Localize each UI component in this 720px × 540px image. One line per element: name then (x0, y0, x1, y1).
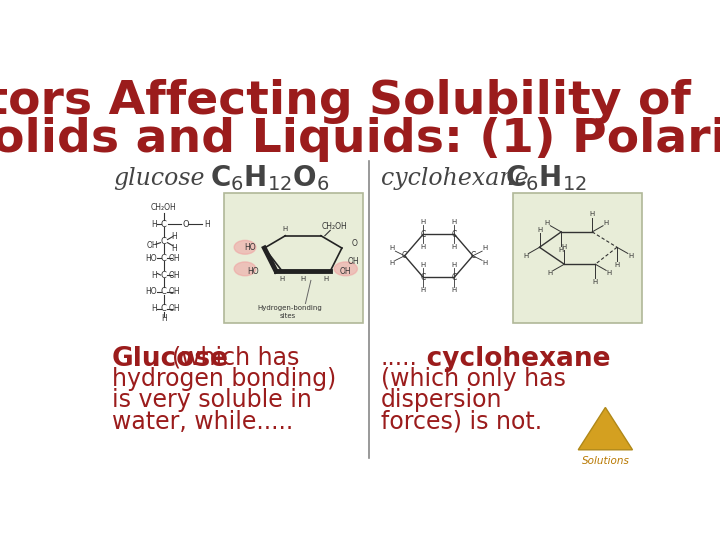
Text: Solutions: Solutions (582, 456, 630, 466)
Text: H: H (451, 244, 457, 249)
Text: HO: HO (245, 243, 256, 252)
Text: H: H (420, 219, 426, 225)
Text: H: H (544, 220, 550, 226)
Text: Solubility of: Solubility of (369, 79, 691, 124)
Ellipse shape (334, 262, 357, 276)
Text: O: O (182, 220, 189, 229)
Text: is very soluble in: is very soluble in (112, 388, 312, 412)
Text: H: H (204, 220, 210, 229)
Ellipse shape (234, 240, 256, 254)
Text: Factors Affecting: Factors Affecting (0, 79, 369, 124)
Text: H: H (151, 305, 157, 313)
Text: H: H (300, 276, 306, 282)
Text: OH: OH (147, 241, 158, 250)
Text: H: H (614, 262, 620, 268)
Text: Solids and Liquids: (1) Polarity: Solids and Liquids: (1) Polarity (0, 117, 720, 162)
Text: C: C (420, 230, 426, 239)
Text: H: H (523, 253, 528, 259)
Text: Glucose: Glucose (112, 346, 229, 372)
Text: H: H (593, 279, 598, 285)
Text: C: C (451, 273, 457, 282)
Text: H: H (420, 262, 426, 268)
Text: cyclohexane: cyclohexane (381, 346, 610, 372)
FancyBboxPatch shape (513, 193, 642, 323)
Text: C: C (402, 251, 408, 260)
Text: C: C (161, 220, 166, 229)
Text: cyclohexane: cyclohexane (381, 167, 528, 190)
Text: hydrogen bonding): hydrogen bonding) (112, 367, 336, 392)
Text: OH: OH (348, 256, 359, 266)
Text: Hydrogen-bonding: Hydrogen-bonding (258, 305, 323, 311)
Text: OH: OH (168, 305, 180, 313)
Text: H: H (171, 232, 177, 241)
Text: water, while.....: water, while..... (112, 410, 293, 434)
Text: O: O (352, 239, 358, 248)
Text: H: H (420, 244, 426, 249)
Text: H: H (451, 219, 457, 225)
Text: H: H (548, 269, 553, 276)
Text: H: H (151, 220, 157, 229)
Text: H: H (482, 260, 488, 266)
Text: H: H (283, 226, 288, 232)
Text: C$_6$H$_{12}$O$_6$: C$_6$H$_{12}$O$_6$ (210, 164, 330, 193)
Ellipse shape (234, 262, 256, 276)
Text: H: H (629, 253, 634, 259)
Text: H: H (451, 262, 457, 268)
Text: H: H (279, 276, 285, 282)
Text: C$_6$H$_{12}$: C$_6$H$_{12}$ (505, 164, 587, 193)
Text: OH: OH (168, 254, 180, 262)
Text: C: C (161, 305, 166, 313)
Text: H: H (151, 271, 157, 280)
Text: forces) is not.: forces) is not. (381, 410, 541, 434)
Text: H: H (390, 260, 395, 266)
Text: H: H (451, 287, 457, 293)
Text: HO: HO (247, 267, 258, 275)
Text: H: H (161, 314, 166, 322)
Text: (which only has: (which only has (381, 367, 565, 392)
Text: dispersion: dispersion (381, 388, 502, 412)
Text: H: H (390, 245, 395, 251)
FancyBboxPatch shape (224, 193, 363, 323)
Text: C: C (161, 271, 166, 280)
Text: H: H (537, 227, 542, 233)
Text: C: C (161, 287, 166, 296)
Text: H: H (559, 247, 564, 253)
Text: H: H (562, 244, 567, 249)
Text: H: H (607, 269, 612, 276)
Text: H: H (603, 220, 609, 226)
Text: H: H (324, 276, 329, 282)
Text: glucose: glucose (113, 167, 204, 190)
Text: H: H (171, 244, 177, 253)
Text: CH₂OH: CH₂OH (150, 202, 176, 212)
Text: OH: OH (340, 267, 351, 275)
Text: C: C (470, 251, 475, 260)
Text: H: H (482, 245, 488, 251)
Text: C: C (420, 273, 426, 282)
Polygon shape (578, 408, 632, 450)
Text: H: H (590, 211, 595, 217)
Text: C: C (451, 230, 457, 239)
Text: HO: HO (145, 254, 157, 262)
Text: C: C (161, 237, 166, 246)
Text: HO: HO (145, 287, 157, 296)
Text: OH: OH (168, 271, 180, 280)
Text: CH₂OH: CH₂OH (321, 222, 347, 231)
Text: .....: ..... (381, 346, 418, 370)
Text: sites: sites (279, 313, 296, 319)
Text: OH: OH (168, 287, 180, 296)
Text: (which has: (which has (112, 346, 299, 370)
Text: C: C (161, 254, 166, 262)
Text: H: H (420, 287, 426, 293)
